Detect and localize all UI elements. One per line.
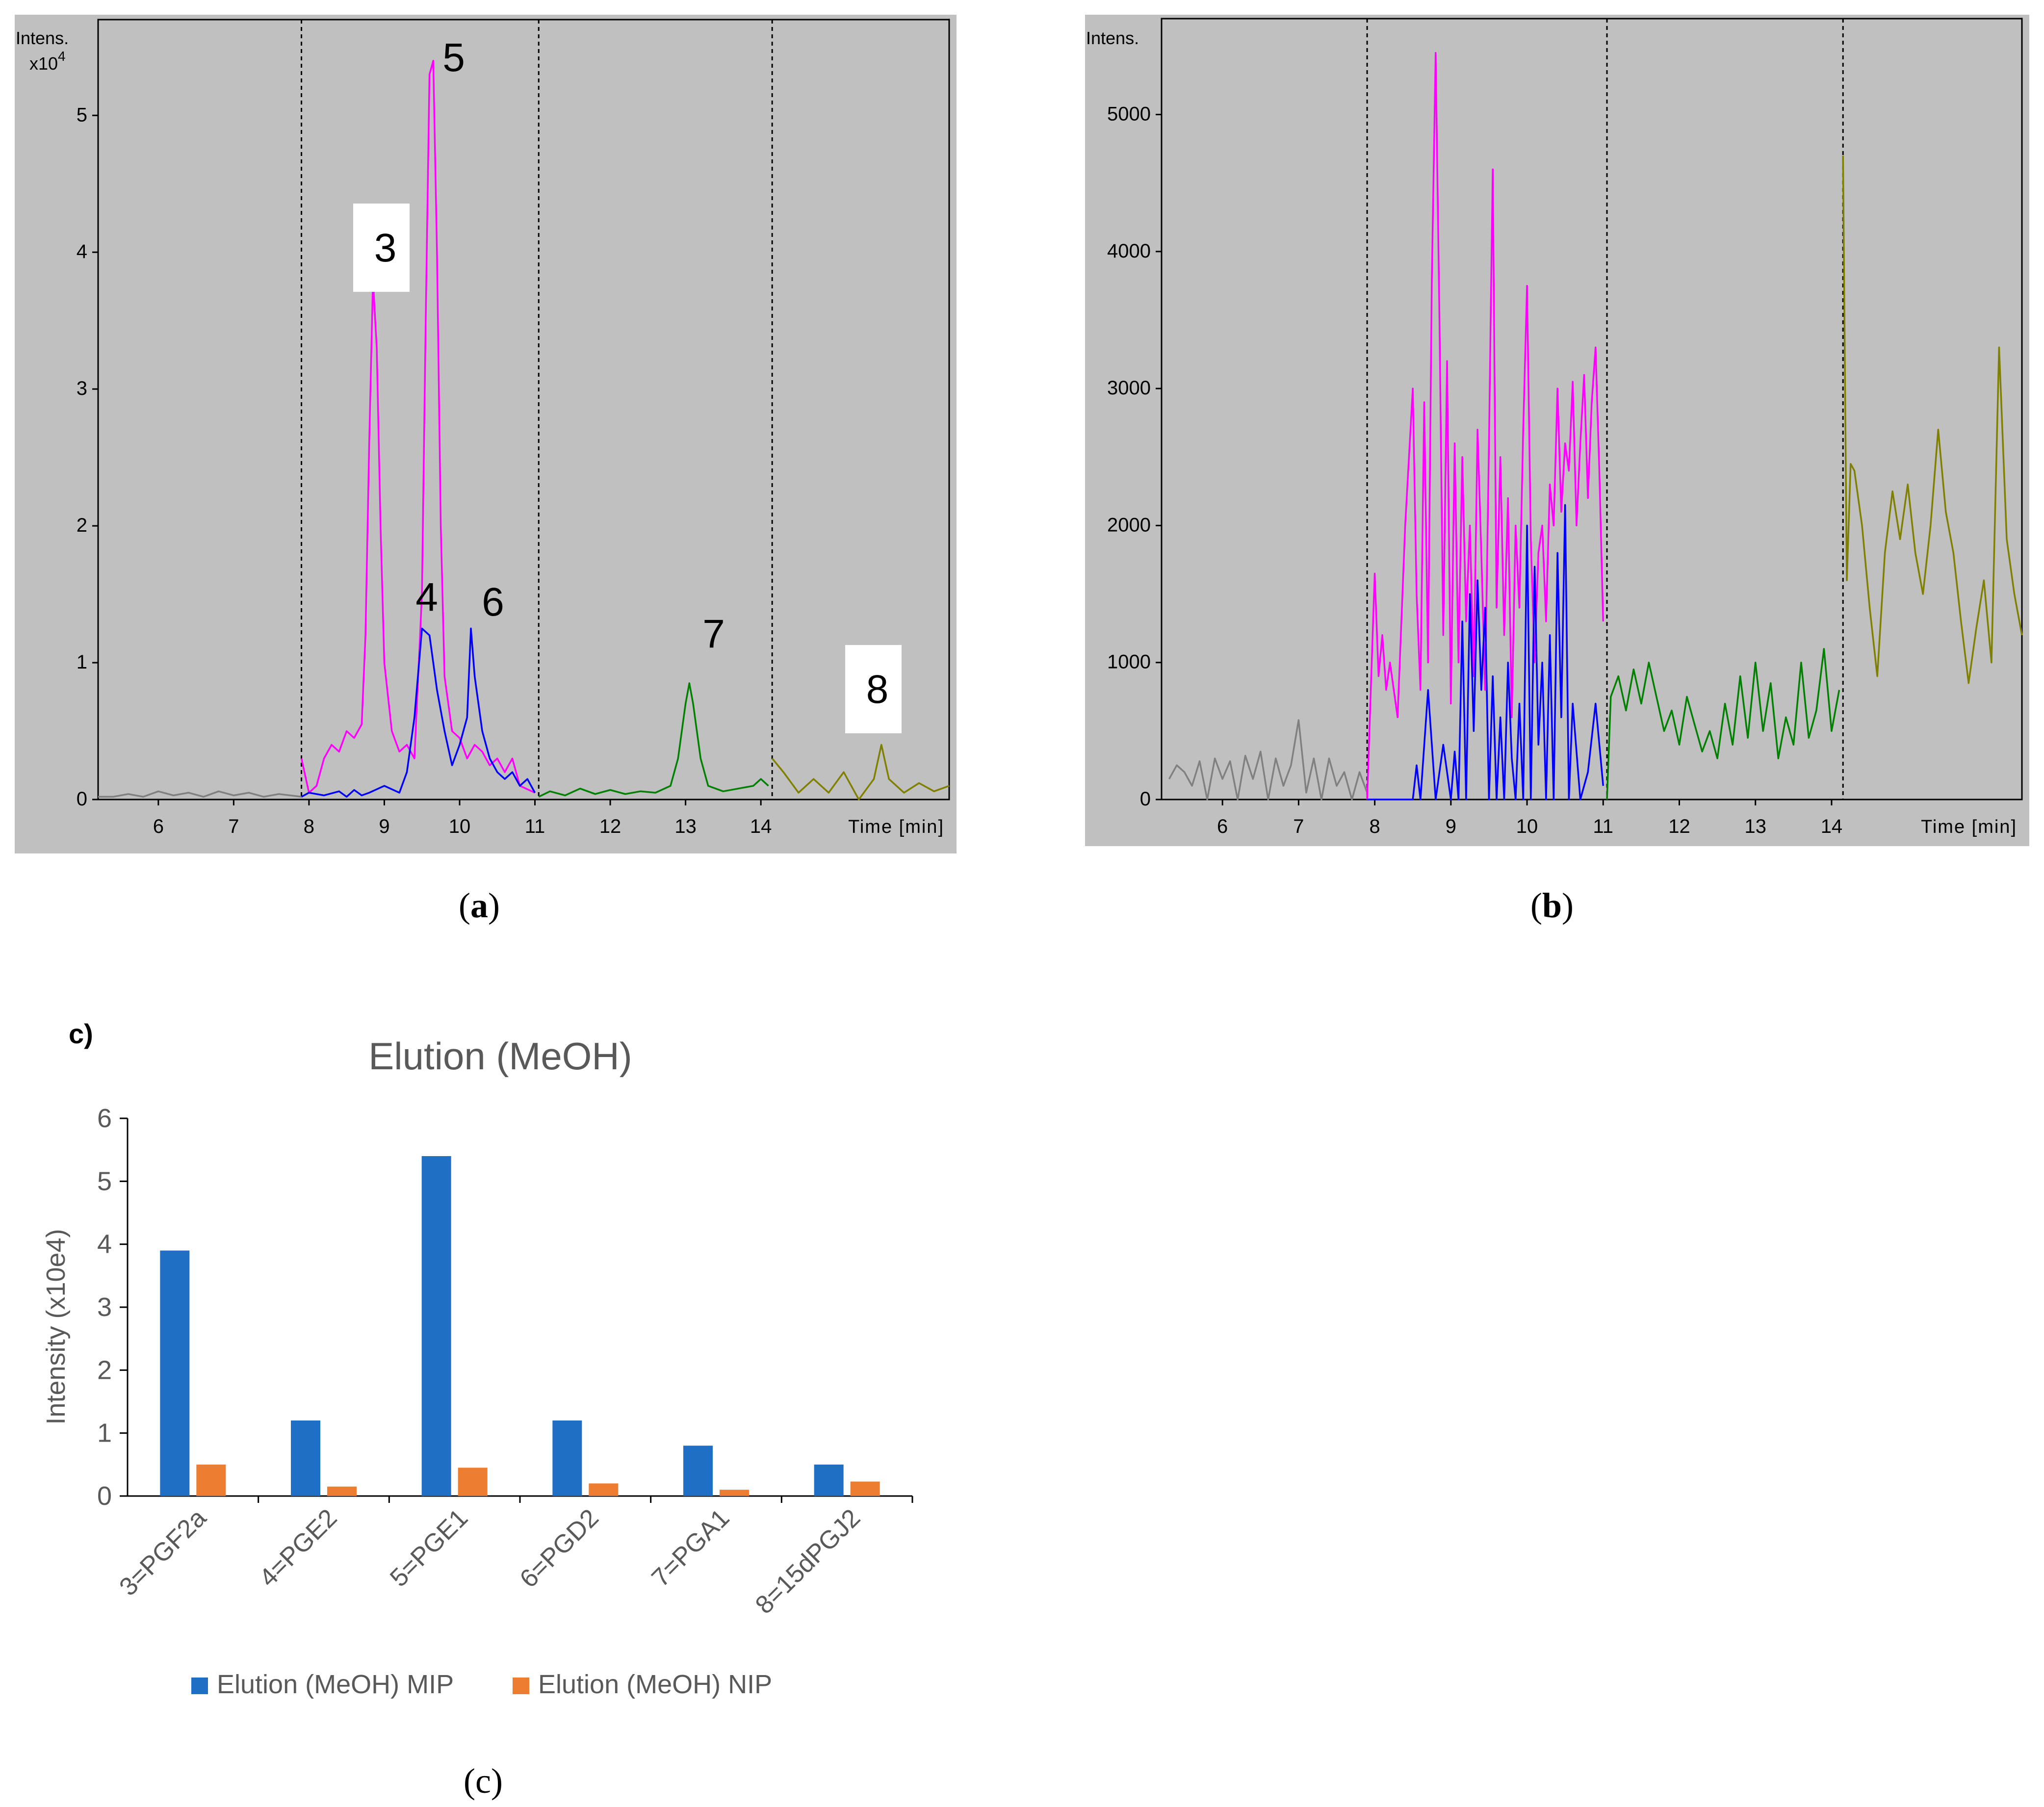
y-tick-label-4: 4	[97, 1230, 112, 1259]
bar-chart-c: Elution (MeOH) 0 1 2 3 4 5 6 Intensity (x10e4) 3=…	[41, 1034, 913, 1699]
x-tick-label-8: 14	[1821, 816, 1843, 837]
category-label-2: 5=PGE1	[385, 1503, 473, 1592]
peak-label-box-8	[845, 645, 902, 733]
series-olive	[771, 744, 950, 800]
y-axis-unit-exponent: 4	[58, 49, 66, 64]
bar-mip-2	[421, 1156, 451, 1496]
y-tick-label-1: 1000	[1107, 651, 1151, 673]
peak-label-7: 7	[702, 612, 725, 656]
peak-label-4: 4	[415, 575, 438, 620]
y-tick-label-0: 0	[77, 788, 87, 810]
x-tick-label-7: 13	[674, 816, 697, 837]
y-tick-label-5: 5000	[1107, 103, 1151, 125]
x-tick-label-7: 13	[1744, 816, 1766, 837]
y-tick-label-0: 0	[97, 1481, 112, 1511]
x-tick-label-6: 12	[599, 816, 621, 837]
x-tick-label-4: 10	[449, 816, 471, 837]
bar-nip-5	[850, 1481, 880, 1496]
series-olive	[1842, 155, 2023, 684]
chart-title: Elution (MeOH)	[368, 1034, 632, 1078]
x-tick-label-5: 11	[1593, 816, 1614, 837]
legend-swatch-0	[191, 1678, 208, 1694]
y-tick-label-3: 3	[77, 378, 87, 399]
y-axis-label: Intens.	[1086, 28, 1139, 48]
x-tick-label-0: 6	[1217, 816, 1228, 837]
x-tick-label-6: 12	[1668, 816, 1690, 837]
series-blue	[1367, 504, 1604, 800]
legend-label-0: Elution (MeOH) MIP	[217, 1670, 454, 1699]
bar-mip-3	[552, 1420, 582, 1496]
legend-swatch-1	[513, 1678, 529, 1694]
panel-tag-c: c)	[69, 1018, 93, 1049]
series-magenta	[300, 59, 536, 794]
x-tick-label-2: 8	[304, 816, 314, 837]
bar-nip-2	[458, 1468, 488, 1496]
y-tick-label-1: 1	[77, 651, 87, 673]
category-label-4: 7=PGA1	[646, 1503, 735, 1592]
panel-label-c: (c)	[464, 1761, 503, 1801]
y-tick-label-0: 0	[1140, 788, 1151, 810]
peak-label-8: 8	[866, 667, 889, 712]
plot-background	[15, 15, 957, 853]
y-tick-label-5: 5	[77, 104, 87, 126]
x-tick-label-2: 8	[1369, 816, 1380, 837]
y-axis-label: Intensity (x10e4)	[41, 1229, 71, 1424]
series-green	[538, 682, 769, 798]
x-tick-label-8: 14	[750, 816, 772, 837]
series-grey	[98, 790, 302, 798]
y-tick-label-2: 2000	[1107, 514, 1151, 536]
legend-label-1: Elution (MeOH) NIP	[538, 1670, 772, 1699]
y-tick-label-3: 3000	[1107, 377, 1151, 399]
bar-mip-1	[291, 1420, 320, 1496]
peak-label-5: 5	[442, 35, 465, 80]
bar-nip-4	[720, 1490, 749, 1496]
series-blue	[301, 627, 536, 798]
chromatogram-b: 0 1000 2000 3000 4000 5000 6 7 8 9 10 11 12 13 14 Time …	[1085, 15, 2029, 846]
x-tick-label-1: 7	[1293, 816, 1304, 837]
bar-nip-0	[196, 1464, 226, 1496]
bar-mip-0	[160, 1250, 190, 1496]
series-grey	[1168, 719, 1368, 800]
y-tick-label-6: 6	[97, 1104, 112, 1133]
category-label-0: 3=PGF2a	[114, 1503, 211, 1601]
y-axis-label: Intens.	[16, 28, 69, 48]
y-tick-label-1: 1	[97, 1419, 112, 1448]
panel-label-b: (b)	[1530, 886, 1574, 925]
bar-mip-5	[814, 1464, 844, 1496]
x-tick-label-0: 6	[153, 816, 164, 837]
x-tick-label-3: 9	[379, 816, 389, 837]
series-magenta	[1366, 52, 1604, 800]
y-tick-label-4: 4000	[1107, 240, 1151, 262]
bar-nip-1	[327, 1486, 357, 1496]
peak-label-6: 6	[482, 580, 504, 624]
y-tick-label-2: 2	[77, 515, 87, 536]
x-axis-label: Time [min]	[848, 817, 944, 837]
peak-label-box-3	[353, 204, 410, 292]
x-tick-label-5: 11	[525, 816, 545, 837]
plot-frame	[1161, 18, 2023, 800]
y-tick-label-3: 3	[97, 1292, 112, 1322]
y-tick-label-5: 5	[97, 1166, 112, 1196]
category-label-1: 4=PGE2	[254, 1503, 342, 1592]
y-tick-label-2: 2	[97, 1355, 112, 1385]
x-axis-label: Time [min]	[1921, 817, 2017, 837]
series-green	[1606, 648, 1840, 800]
x-tick-label-3: 9	[1446, 816, 1456, 837]
panel-label-a: (a)	[459, 886, 500, 925]
bar-mip-4	[683, 1446, 713, 1496]
category-label-5: 8=15dPGJ2	[750, 1503, 866, 1619]
plot-frame	[97, 19, 950, 800]
y-tick-label-4: 4	[77, 241, 87, 262]
category-label-3: 6=PGD2	[515, 1503, 604, 1593]
x-tick-label-1: 7	[228, 816, 239, 837]
x-tick-label-4: 10	[1516, 816, 1538, 837]
peak-label-3: 3	[374, 226, 397, 270]
bar-nip-3	[589, 1483, 619, 1496]
